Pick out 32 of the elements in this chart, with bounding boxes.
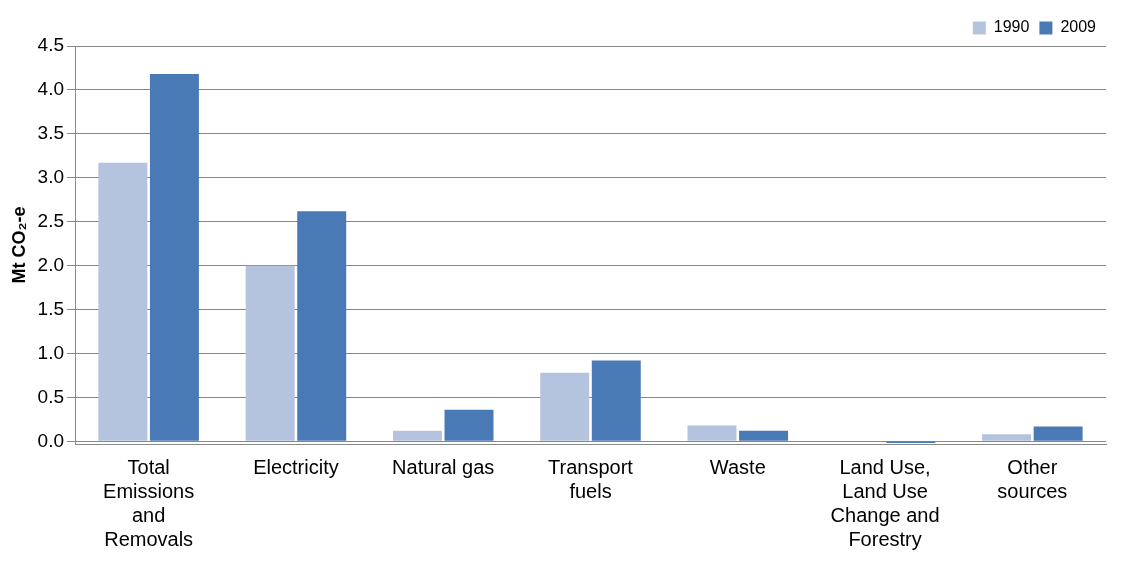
x-tick-label: Electricity [253,455,339,478]
x-tick-label: Waste [709,455,766,478]
bar [297,211,347,441]
y-tick-label: 3.0 [37,166,65,188]
y-tick-label: 0.0 [37,429,65,451]
bar [444,409,494,441]
y-tick-label: 3.5 [37,122,65,144]
bar [540,372,590,441]
bar [149,74,199,441]
legend-label: 1990 [993,18,1030,36]
y-tick-label: 4.0 [37,78,65,100]
y-tick-label: 4.5 [37,34,65,56]
y-axis-title: Mt CO₂-e [8,206,29,284]
y-tick-label: 1.0 [37,341,65,363]
y-tick-label: 2.0 [37,253,65,275]
bar [687,425,737,441]
legend-label: 2009 [1060,18,1097,36]
y-tick-label: 2.5 [37,209,65,231]
bar [392,430,442,441]
x-tick-label: Transport fuels [548,455,634,502]
bar [245,265,295,441]
bar [1033,426,1083,441]
x-tick-label: Other sources [997,455,1068,502]
bar [98,162,148,441]
x-tick-label: Natural gas [392,455,495,478]
y-tick-label: 1.5 [37,297,65,319]
bar [739,430,789,441]
bar [591,360,641,441]
y-tick-label: 0.5 [37,385,65,407]
x-tick-label: Land Use, Land Use Change and Forestry [830,455,940,550]
x-tick-label: Total Emissions and Removals [103,455,195,550]
bar [982,434,1032,441]
